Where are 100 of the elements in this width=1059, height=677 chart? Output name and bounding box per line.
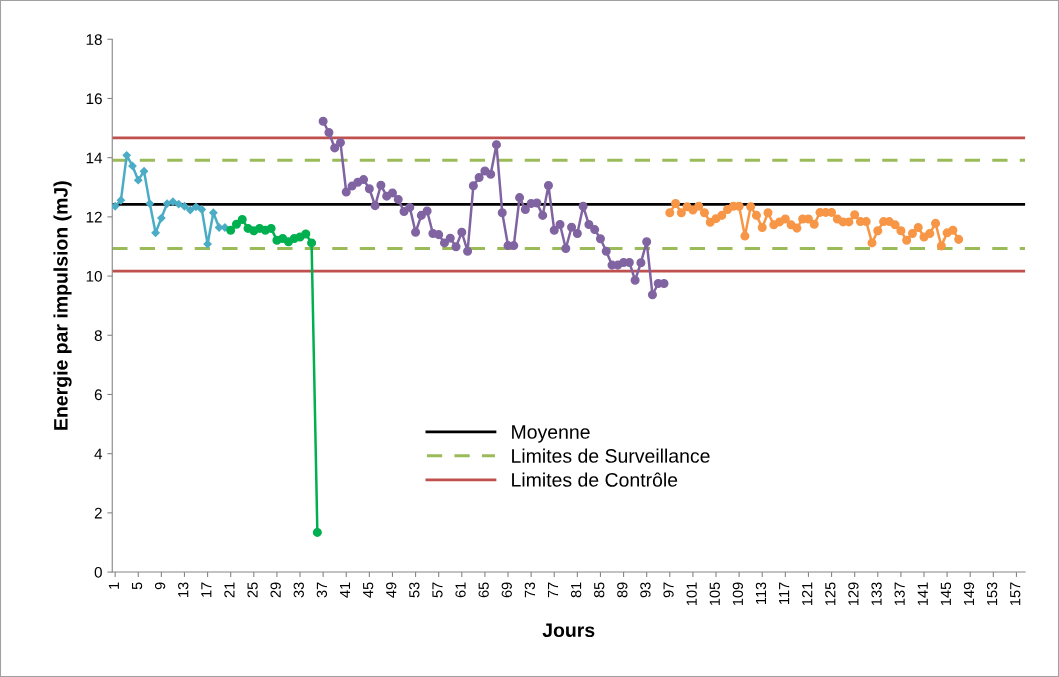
point — [780, 214, 790, 224]
point — [312, 527, 322, 537]
point — [411, 227, 421, 237]
y-tick-label: 8 — [94, 330, 102, 341]
point — [873, 226, 883, 236]
point — [186, 205, 195, 215]
x-tick-label: 145 — [940, 582, 952, 605]
y-tick-label: 10 — [86, 270, 102, 282]
point — [405, 202, 415, 212]
x-tick-label: 5 — [131, 582, 143, 590]
point — [890, 220, 900, 230]
x-tick-label: 33 — [293, 582, 304, 598]
x-tick-label: 129 — [848, 582, 859, 605]
point — [925, 228, 935, 238]
y-axis-title: Energie par impulsion (mJ) — [53, 181, 72, 430]
point — [168, 197, 178, 206]
point — [850, 210, 860, 220]
point — [746, 202, 756, 212]
point — [717, 210, 727, 220]
x-tick-label: 9 — [154, 582, 166, 590]
point — [792, 223, 802, 233]
x-tick-label: 121 — [802, 582, 813, 605]
point — [486, 169, 496, 179]
point — [231, 219, 241, 229]
x-tick-label: 73 — [524, 582, 536, 598]
point — [671, 199, 681, 209]
point — [809, 219, 819, 229]
point — [318, 116, 328, 126]
y-tick-label: 2 — [94, 507, 102, 519]
legend-label: Moyenne — [512, 425, 590, 443]
x-tick-label: 133 — [871, 582, 882, 605]
point — [538, 210, 548, 220]
point — [134, 176, 143, 185]
point — [341, 187, 351, 197]
point — [902, 235, 912, 245]
point — [197, 205, 206, 214]
point — [520, 204, 530, 214]
y-tick-label: 6 — [94, 389, 102, 401]
point — [555, 220, 565, 230]
point — [145, 199, 154, 208]
x-tick-label: 93 — [640, 582, 651, 598]
x-tick-label: 57 — [432, 582, 443, 598]
point — [112, 202, 120, 211]
x-tick-label: 153 — [986, 582, 998, 605]
point — [827, 207, 837, 217]
point — [601, 246, 611, 256]
point — [139, 167, 149, 176]
point — [324, 127, 334, 138]
x-axis-title: Jours — [542, 623, 595, 638]
x-tick-label: 65 — [478, 582, 489, 598]
point — [422, 206, 432, 216]
point — [595, 234, 605, 244]
point — [307, 238, 317, 248]
point — [266, 223, 276, 233]
x-tick-label: 113 — [755, 582, 767, 604]
point — [694, 201, 704, 211]
x-tick-label: 141 — [917, 582, 928, 605]
x-tick-label: 125 — [825, 582, 836, 605]
point — [226, 225, 236, 235]
point — [763, 208, 773, 218]
point — [301, 229, 311, 239]
x-tick-label: 13 — [178, 582, 189, 597]
x-tick-label: 149 — [963, 582, 975, 605]
point — [359, 175, 369, 185]
point — [387, 188, 397, 198]
x-tick-label: 41 — [339, 582, 351, 598]
point — [642, 237, 652, 247]
x-tick-label: 97 — [663, 582, 674, 598]
point — [561, 244, 571, 254]
point — [116, 196, 126, 205]
point — [572, 228, 582, 238]
point — [630, 275, 640, 285]
point — [376, 180, 386, 190]
x-tick-label: 105 — [709, 582, 720, 605]
point — [237, 215, 247, 225]
point — [543, 180, 553, 191]
point — [457, 227, 467, 237]
point — [931, 218, 941, 228]
point — [549, 225, 559, 235]
x-tick-label: 21 — [224, 582, 235, 598]
y-tick-label: 4 — [94, 448, 103, 460]
point — [913, 223, 923, 233]
y-tick-label: 14 — [86, 152, 103, 164]
point — [451, 242, 461, 252]
point — [416, 210, 426, 220]
point — [647, 290, 657, 300]
point — [180, 202, 189, 211]
point — [474, 172, 484, 183]
point — [954, 234, 964, 244]
x-tick-label: 157 — [1010, 582, 1021, 605]
x-tick-label: 37 — [316, 582, 328, 598]
point — [439, 238, 449, 248]
y-tick-label: 0 — [94, 566, 102, 578]
legend-label: Limites de Contrôle — [512, 472, 678, 487]
point — [330, 143, 340, 153]
point — [445, 233, 455, 243]
x-tick-label: 81 — [570, 582, 582, 598]
point — [532, 198, 542, 208]
point — [757, 223, 767, 233]
y-tick-label: 16 — [86, 93, 102, 105]
